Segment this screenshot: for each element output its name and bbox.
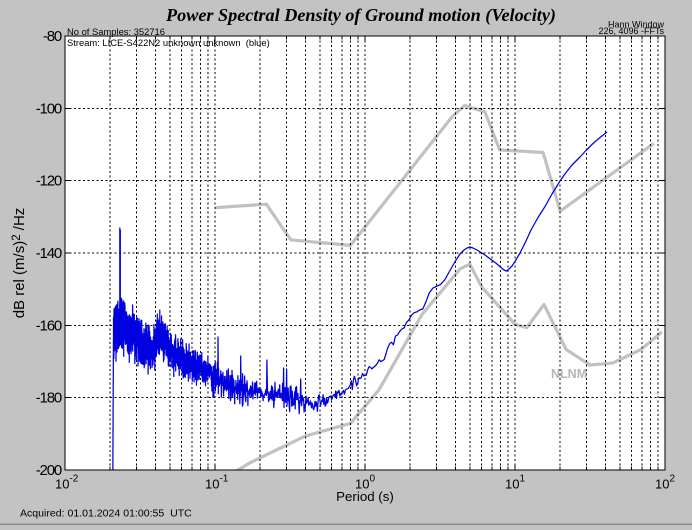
svg-text:-160: -160 xyxy=(36,317,62,334)
svg-text:-100: -100 xyxy=(36,100,62,117)
svg-text:Hann Window: Hann Window xyxy=(608,20,665,30)
svg-text:No of Samples: 352716: No of Samples: 352716 xyxy=(67,26,165,37)
svg-text:NLNM: NLNM xyxy=(551,367,587,381)
svg-text:Power Spectral Density of Grou: Power Spectral Density of Ground motion … xyxy=(165,5,556,26)
svg-text:Stream: LICE-S422N2 unknown un: Stream: LICE-S422N2 unknown unknown (blu… xyxy=(67,37,270,48)
svg-text:-120: -120 xyxy=(36,173,62,190)
svg-text:-140: -140 xyxy=(36,245,62,262)
svg-text:-200: -200 xyxy=(36,462,62,479)
svg-text:226, 4096 -FFTs: 226, 4096 -FFTs xyxy=(598,26,664,36)
svg-text:-80: -80 xyxy=(43,28,62,45)
svg-text:Period (s): Period (s) xyxy=(336,489,394,504)
svg-text:Acquired: 01.01.2024 01:00:55: Acquired: 01.01.2024 01:00:55 UTC xyxy=(20,508,192,520)
svg-text:dB rel (m/s)2 /Hz: dB rel (m/s)2 /Hz xyxy=(11,208,28,319)
svg-text:-180: -180 xyxy=(36,390,62,407)
